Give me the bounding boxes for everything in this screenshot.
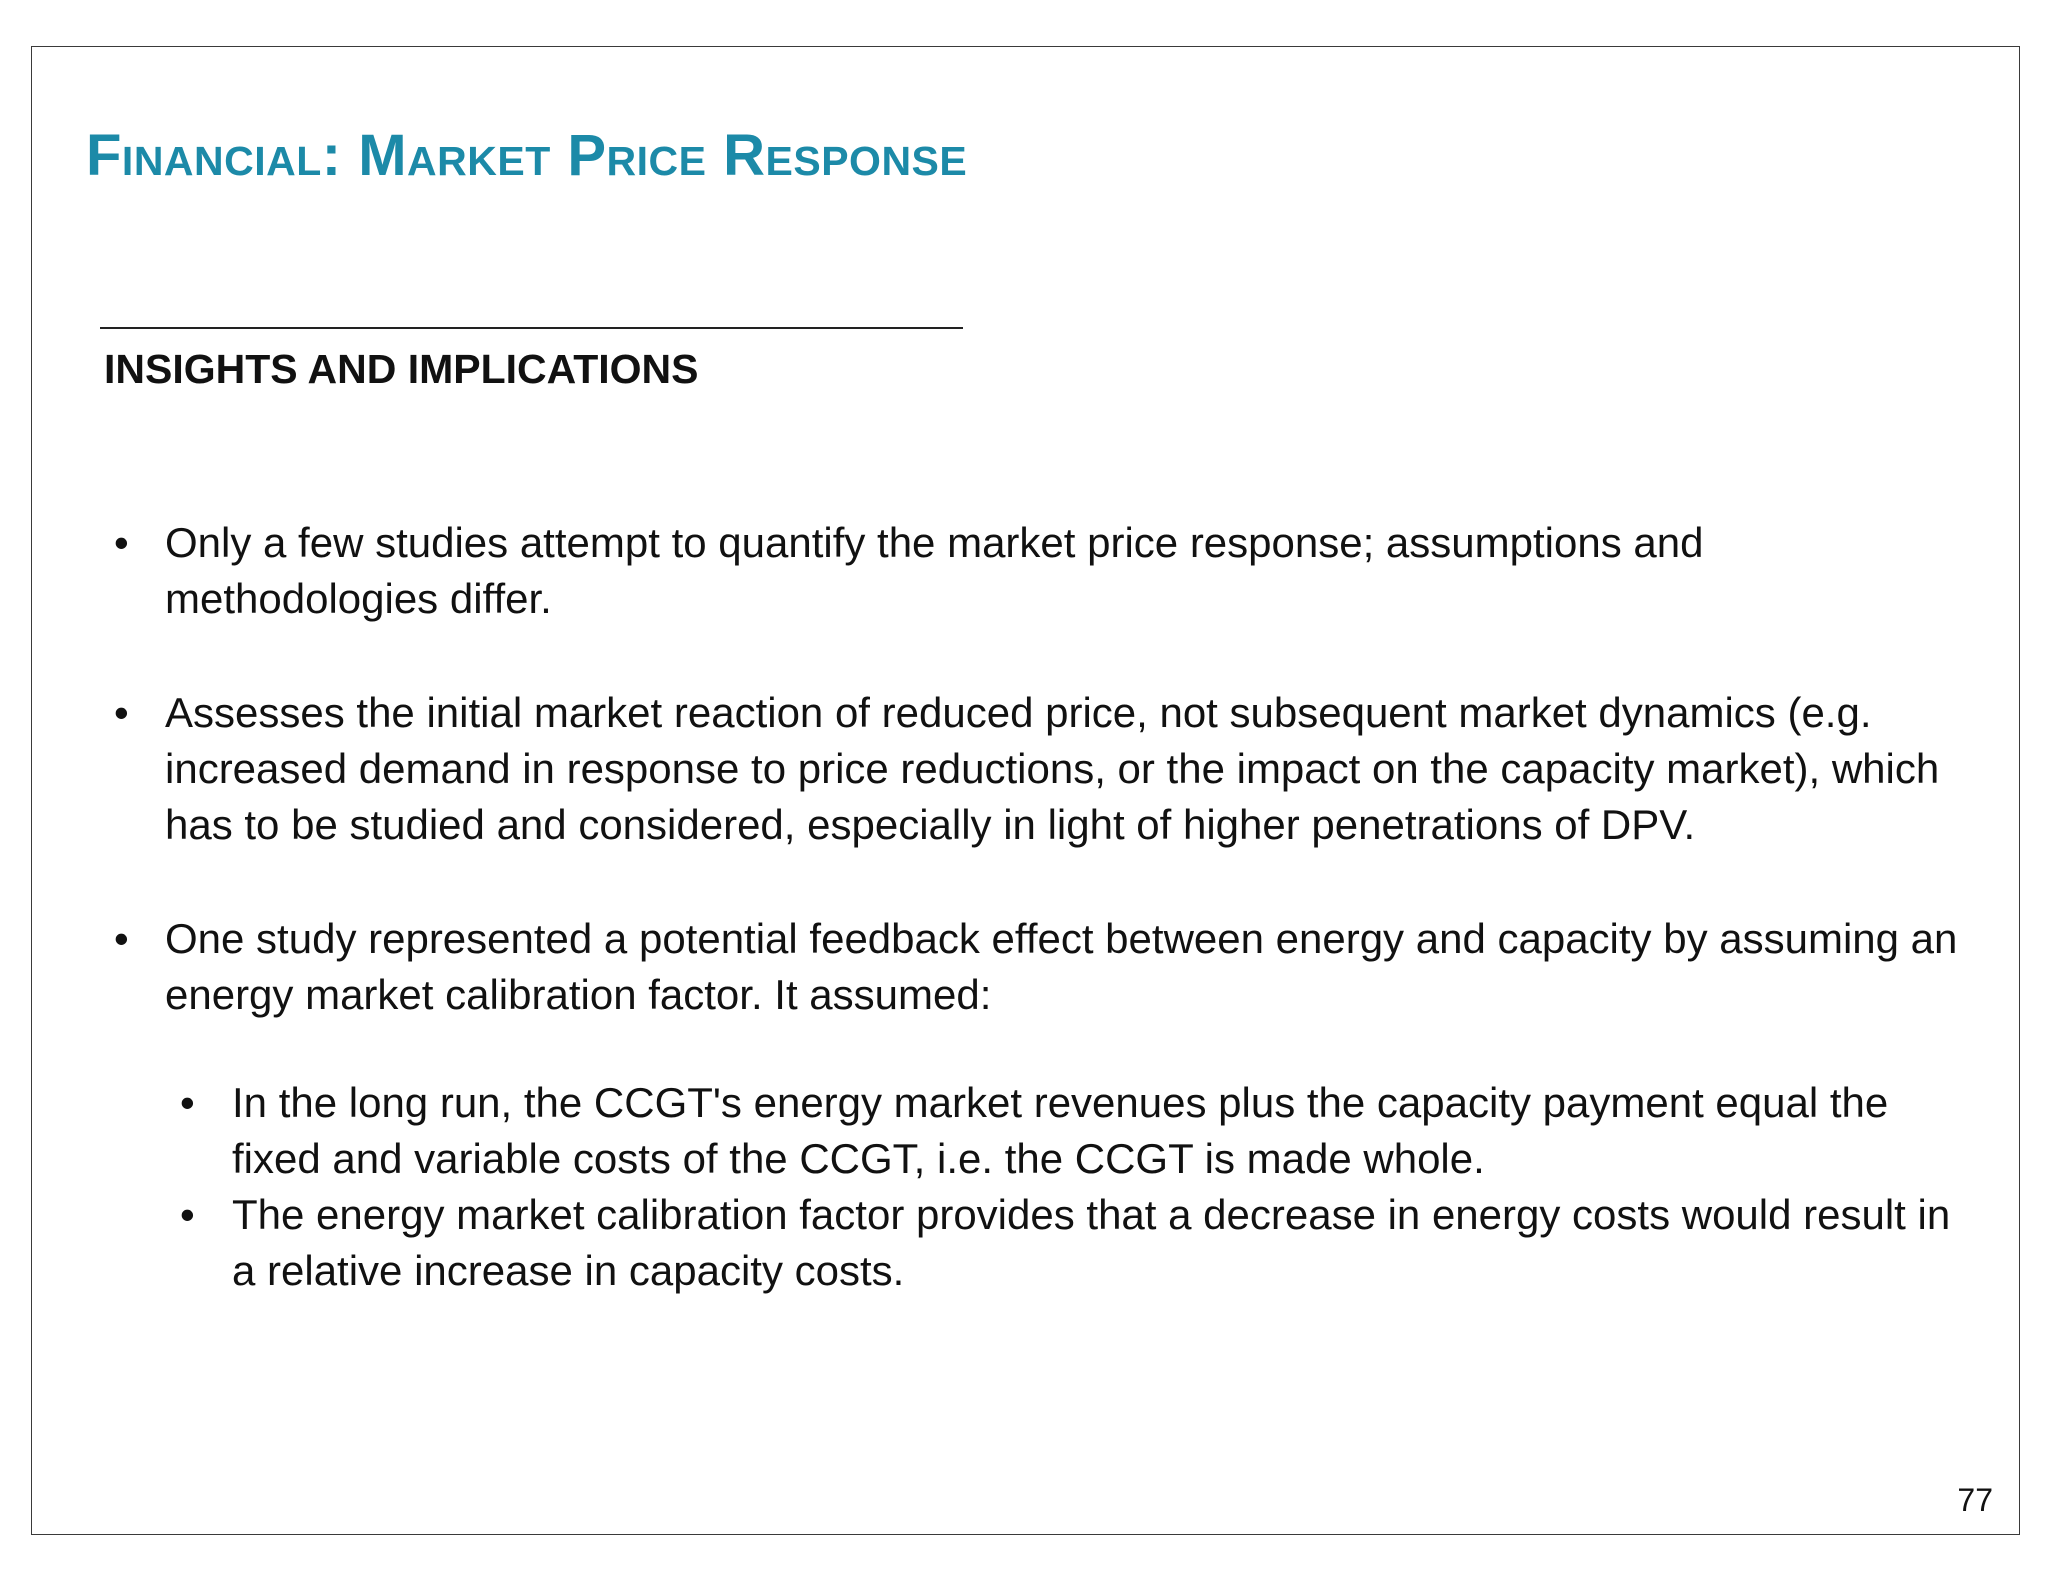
bullet-item: • One study represented a potential feed… [32, 911, 2021, 1023]
sub-bullet-text: The energy market calibration factor pro… [232, 1191, 1951, 1294]
page-number: 77 [1957, 1482, 1993, 1518]
sub-bullet-icon: • [180, 1191, 195, 1238]
sub-bullet-icon: • [180, 1079, 195, 1126]
section-divider [100, 327, 963, 329]
sub-bullet-list: • In the long run, the CCGT's energy mar… [32, 1075, 2021, 1299]
sub-bullet-item: • In the long run, the CCGT's energy mar… [32, 1075, 2021, 1187]
bullet-text: Assesses the initial market reaction of … [165, 689, 1940, 848]
bullet-item: • Assesses the initial market reaction o… [32, 685, 2021, 853]
bullet-text: Only a few studies attempt to quantify t… [165, 519, 1704, 622]
sub-bullet-group: • In the long run, the CCGT's energy mar… [32, 1075, 2021, 1299]
bullet-icon: • [114, 915, 129, 962]
bullet-list: • Only a few studies attempt to quantify… [32, 515, 2021, 1299]
slide-title: Financial: Market Price Response [86, 123, 968, 188]
bullet-item: • Only a few studies attempt to quantify… [32, 515, 2021, 627]
bullet-text: One study represented a potential feedba… [165, 915, 1958, 1018]
slide: Financial: Market Price Response INSIGHT… [31, 46, 2020, 1535]
bullet-icon: • [114, 689, 129, 736]
section-heading: INSIGHTS AND IMPLICATIONS [104, 346, 699, 392]
bullet-icon: • [114, 519, 129, 566]
sub-bullet-text: In the long run, the CCGT's energy marke… [232, 1079, 1889, 1182]
sub-bullet-item: • The energy market calibration factor p… [32, 1187, 2021, 1299]
